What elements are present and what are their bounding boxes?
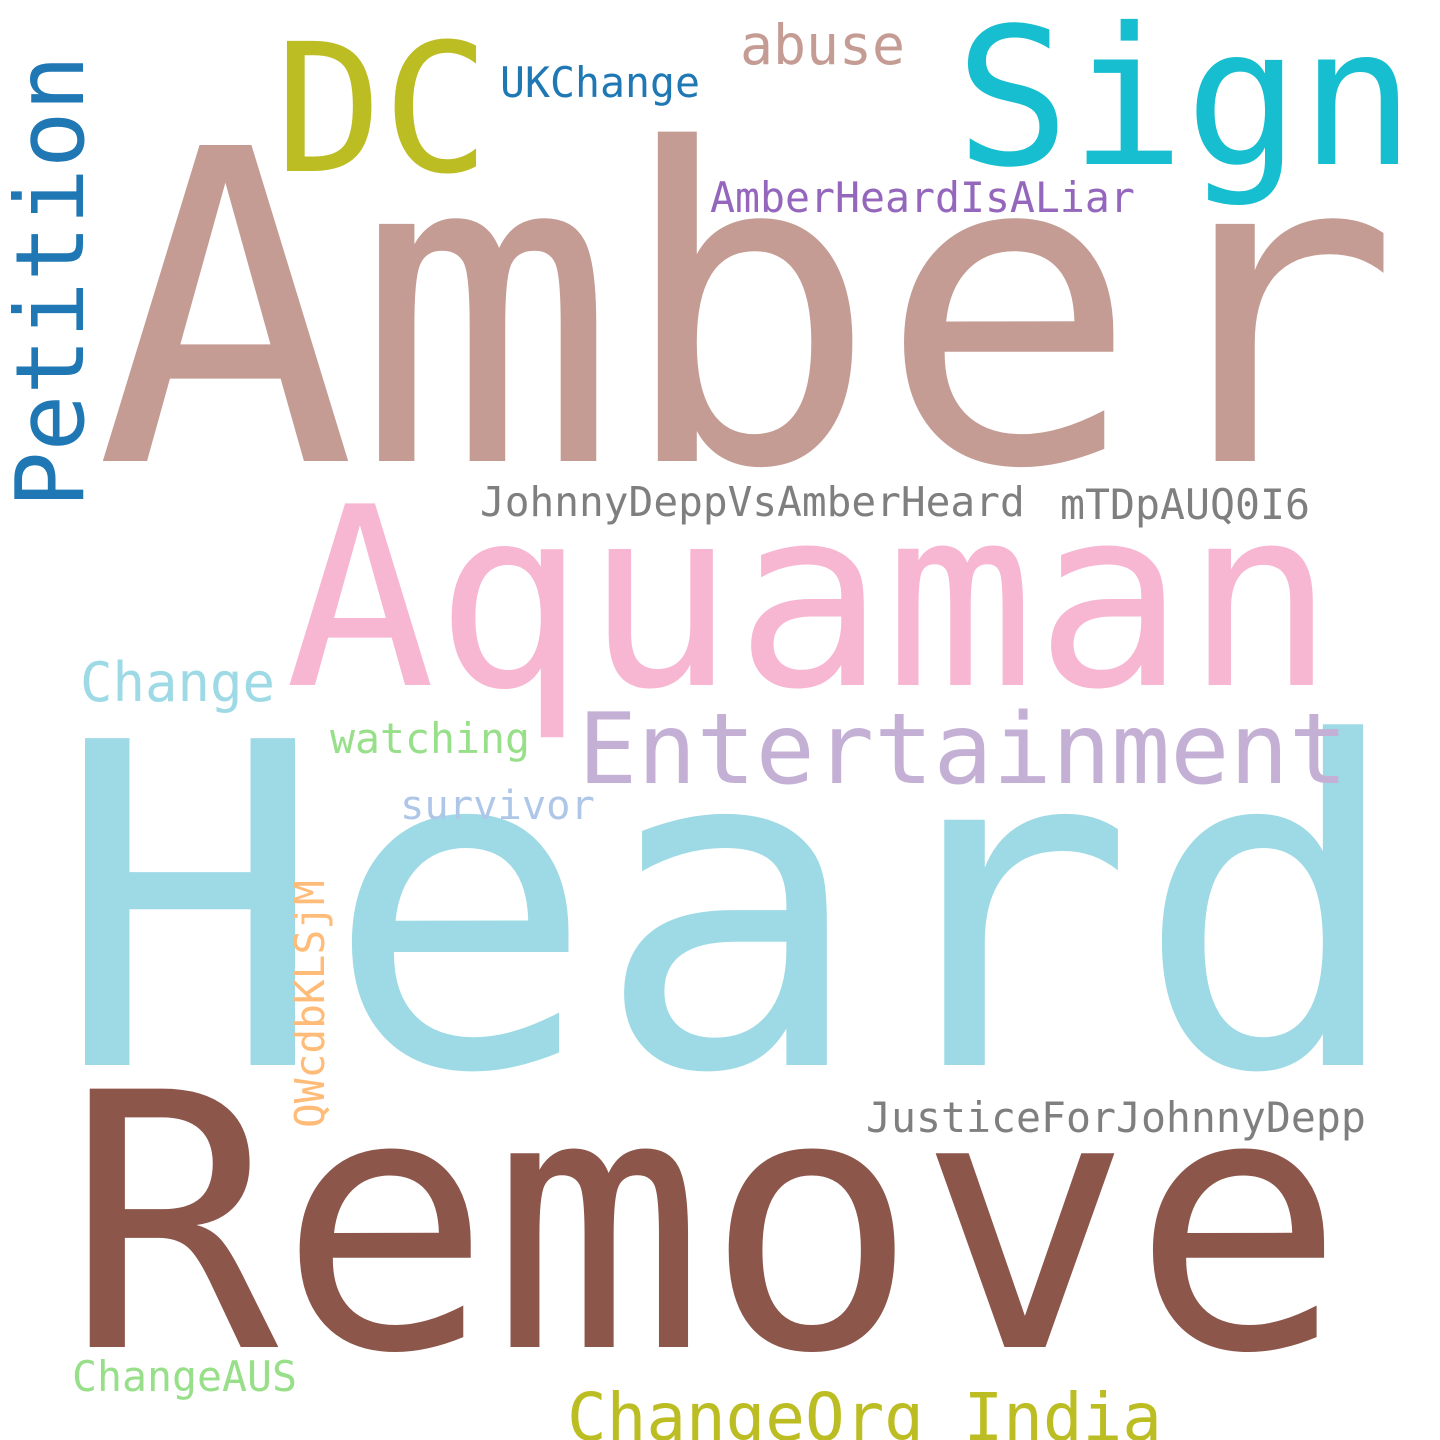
word-aquaman: Aquaman <box>285 454 1335 745</box>
word-amber: Amber <box>95 59 1400 564</box>
word-changeaus: ChangeAUS <box>72 1352 297 1402</box>
word-justiceforjohnnydepp: JusticeForJohnnyDepp <box>866 1092 1366 1142</box>
word-watching: watching <box>330 714 530 764</box>
word-abuse: abuse <box>740 12 905 77</box>
word-ukchange: UKChange <box>500 57 700 107</box>
word-mtdpauq0i6: mTDpAUQ0I6 <box>1060 480 1310 530</box>
word-change: Change <box>80 650 275 714</box>
word-johnnydeppvsamberheard: JohnnyDeppVsAmberHeard <box>480 477 1025 526</box>
word-petition: Petition <box>0 55 106 509</box>
word-amberheardisaliar: AmberHeardIsALiar <box>710 172 1135 222</box>
word-changeorg-india: ChangeOrg_India <box>567 1378 1162 1440</box>
word-qwcdbklsjm: QWcdbKLSjM <box>286 880 334 1128</box>
word-heard: Heard <box>55 648 1405 1171</box>
word-sign: Sign <box>955 0 1415 211</box>
word-dc: DC <box>275 5 490 214</box>
word-remove: Remove <box>65 1017 1345 1431</box>
word-entertainment: Entertainment <box>578 692 1348 807</box>
word-survivor: survivor <box>400 781 595 830</box>
